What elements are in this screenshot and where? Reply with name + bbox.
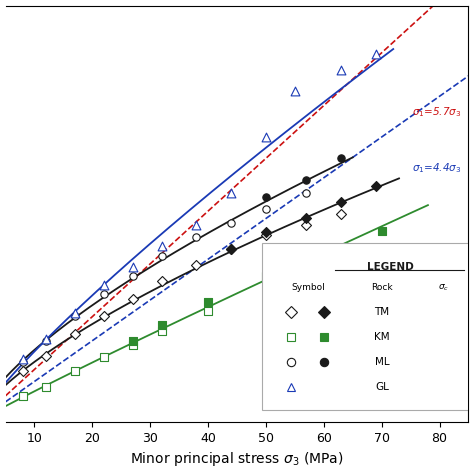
Bar (263, 243, 468, 410)
Point (42, 352, 50, 359)
Text: $\sigma_c$: $\sigma_c$ (438, 283, 449, 293)
Point (337, 210, 345, 218)
Point (158, 252, 165, 259)
Point (302, 221, 310, 229)
Text: TM: TM (374, 307, 390, 317)
Point (100, 282, 108, 289)
Point (19, 358, 27, 366)
Point (204, 307, 212, 315)
Point (42, 335, 50, 343)
Point (262, 228, 270, 236)
Point (19, 356, 27, 363)
Point (262, 205, 270, 213)
Point (71, 367, 79, 375)
Text: Symbol: Symbol (291, 283, 325, 292)
Point (129, 295, 137, 303)
Point (337, 198, 345, 206)
Point (372, 182, 380, 190)
Point (158, 278, 165, 285)
Point (204, 298, 212, 306)
Text: KM: KM (374, 332, 390, 342)
Point (262, 231, 270, 239)
Point (129, 337, 137, 345)
Point (302, 189, 310, 196)
Text: Rock: Rock (371, 283, 393, 292)
Point (262, 193, 270, 201)
Point (193, 261, 201, 269)
Point (71, 309, 79, 317)
Point (291, 87, 299, 94)
Point (228, 245, 235, 253)
Point (71, 312, 79, 319)
Point (42, 383, 50, 391)
Point (158, 243, 165, 250)
Text: GL: GL (375, 382, 389, 392)
Point (378, 227, 385, 234)
Point (228, 245, 235, 253)
Point (129, 263, 137, 271)
Point (262, 272, 270, 280)
Point (193, 221, 201, 229)
Text: LEGEND: LEGEND (367, 262, 413, 272)
Point (262, 133, 270, 141)
Text: ML: ML (374, 357, 389, 367)
Point (71, 330, 79, 338)
Point (228, 189, 235, 196)
Point (337, 155, 345, 162)
Point (42, 337, 50, 345)
Point (302, 215, 310, 222)
X-axis label: Minor principal stress $\sigma_3$ (MPa): Minor principal stress $\sigma_3$ (MPa) (130, 450, 344, 468)
Point (337, 66, 345, 74)
Point (158, 328, 165, 335)
Point (100, 354, 108, 361)
Point (129, 342, 137, 349)
Text: $\sigma_1$=5.7$\sigma_3$: $\sigma_1$=5.7$\sigma_3$ (412, 105, 462, 118)
Point (372, 50, 380, 57)
Point (302, 176, 310, 183)
Point (228, 219, 235, 227)
Point (19, 392, 27, 400)
Point (19, 367, 27, 375)
Text: $\sigma_1$=4.4$\sigma_3$: $\sigma_1$=4.4$\sigma_3$ (412, 161, 462, 175)
Point (100, 291, 108, 298)
Point (158, 321, 165, 329)
Point (320, 249, 328, 256)
Point (129, 272, 137, 280)
Point (193, 233, 201, 241)
Point (100, 312, 108, 319)
